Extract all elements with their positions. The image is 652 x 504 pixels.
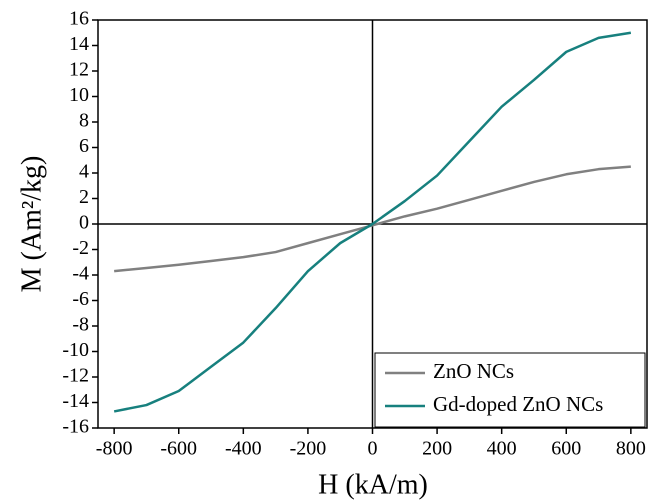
y-tick-label: -2 (72, 237, 89, 259)
x-tick-label: -800 (96, 438, 133, 460)
x-tick-label: 400 (487, 438, 517, 460)
y-tick-label: 14 (69, 33, 89, 55)
y-tick-label: 12 (69, 59, 89, 81)
y-tick-label: 10 (69, 84, 89, 106)
y-tick-label: 0 (79, 212, 89, 234)
series-line (113, 31, 632, 413)
x-tick-label: -200 (290, 438, 327, 460)
x-tick-label: 600 (551, 438, 581, 460)
y-tick-label: -8 (72, 314, 89, 336)
y-axis-title: M (Am²/kg) (16, 156, 47, 293)
legend-box (374, 352, 646, 428)
y-tick-label: -14 (62, 390, 89, 412)
y-tick-label: -10 (62, 339, 89, 361)
y-tick-label: -12 (62, 365, 89, 387)
y-tick-label: 4 (79, 161, 89, 183)
x-tick-label: -600 (160, 438, 197, 460)
x-tick-label: 200 (422, 438, 452, 460)
legend-label: Gd-doped ZnO NCs (433, 392, 603, 416)
y-tick-label: -4 (72, 263, 89, 285)
y-tick-label: 8 (79, 110, 89, 132)
y-tick-label: -16 (62, 416, 89, 438)
x-tick-label: -400 (225, 438, 262, 460)
y-tick-label: 6 (79, 135, 89, 157)
x-tick-label: 0 (368, 438, 378, 460)
y-tick-label: 16 (69, 8, 89, 30)
y-tick-label: -6 (72, 288, 89, 310)
x-tick-label: 800 (616, 438, 646, 460)
plot-frame (97, 19, 648, 429)
x-axis-title: H (kA/m) (318, 469, 428, 500)
y-tick-label: 2 (79, 186, 89, 208)
legend-label: ZnO NCs (433, 359, 514, 383)
